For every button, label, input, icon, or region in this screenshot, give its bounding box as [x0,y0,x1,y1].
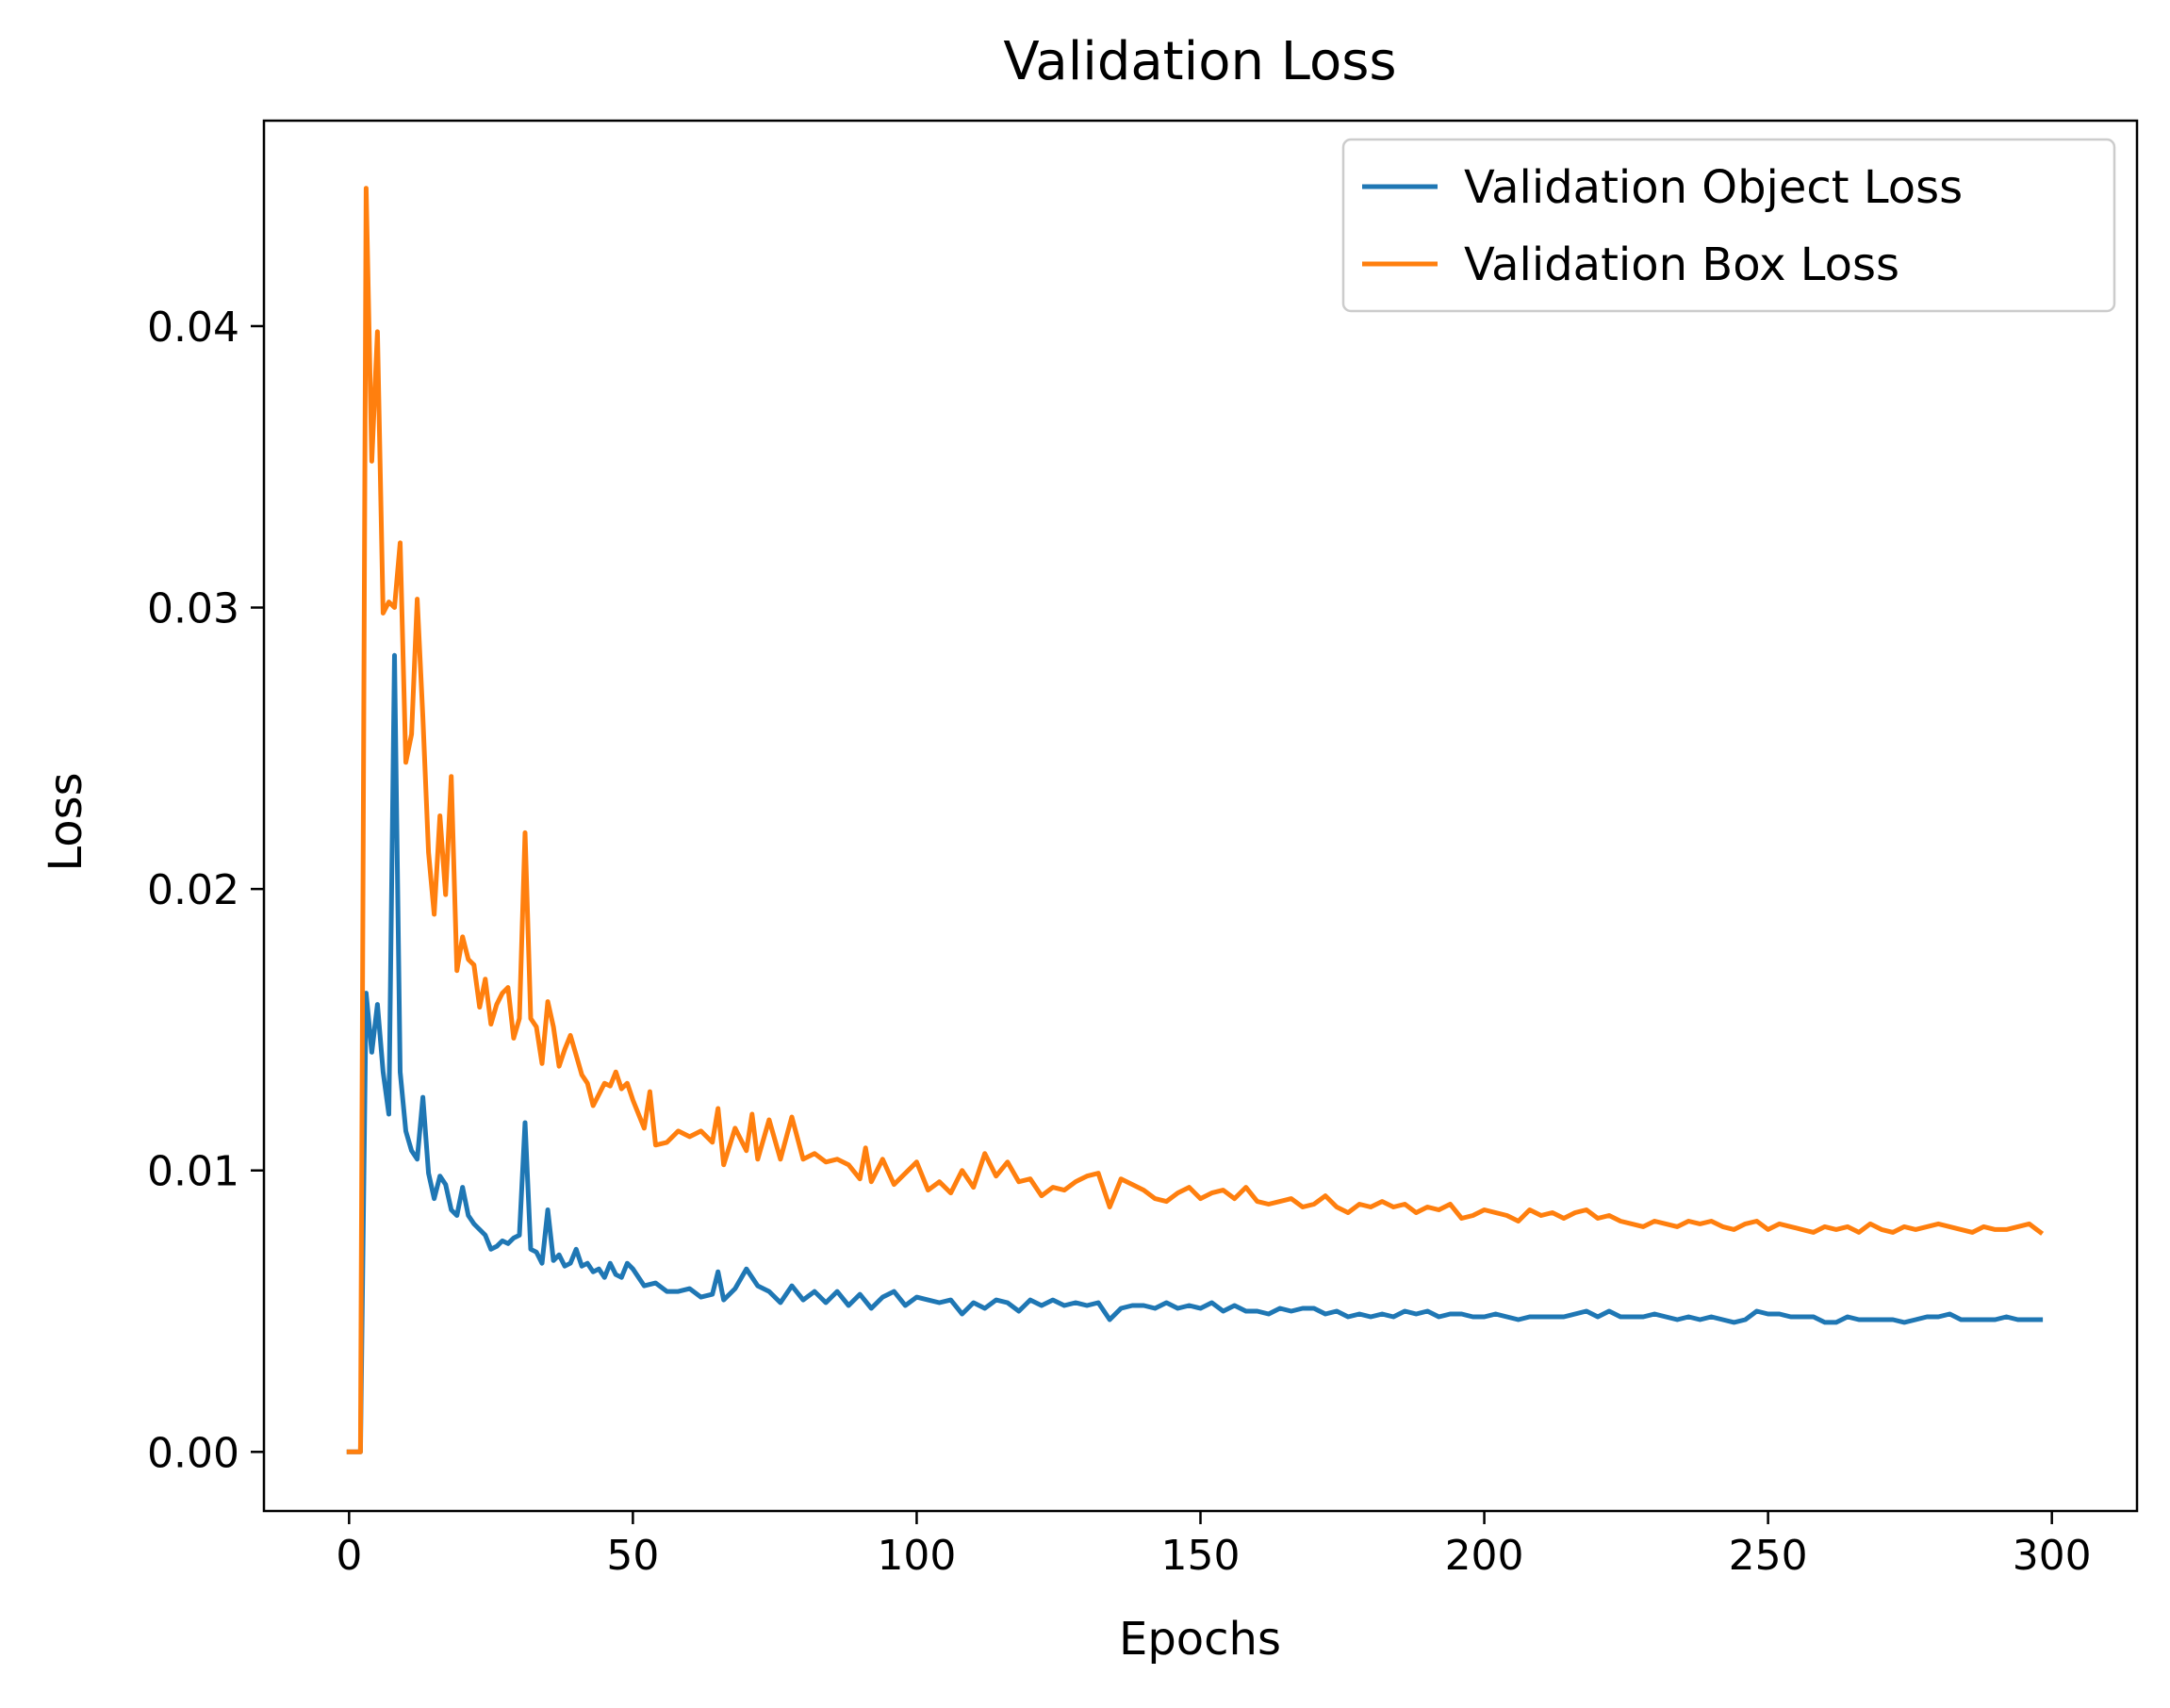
x-tick-label: 50 [606,1532,659,1580]
legend: Validation Object Loss Validation Box Los… [1341,138,2116,313]
legend-box [1341,138,2116,313]
y-tick-label: 0.02 [147,866,239,914]
y-tick-label: 0.04 [147,304,239,352]
legend-label-2: Validation Box Loss [1464,238,1899,291]
chart-title: Validation Loss [1003,31,1396,92]
y-axis-label: Loss [40,772,92,871]
series-line-1 [346,652,2044,1454]
x-axis-label: Epochs [1119,1613,1281,1666]
y-tick-label: 0.00 [147,1429,239,1477]
y-tick-label: 0.01 [147,1148,239,1196]
x-tick-label: 150 [1161,1532,1241,1580]
x-tick-label: 0 [336,1532,362,1580]
y-tick-label: 0.03 [147,585,239,633]
series-line-2 [346,186,2045,1454]
x-tick-label: 250 [1729,1532,1808,1580]
x-tick-label: 300 [2013,1532,2092,1580]
legend-label-1: Validation Object Loss [1464,161,1963,214]
x-tick-label: 100 [877,1532,956,1580]
x-tick-label: 200 [1445,1532,1524,1580]
plot-area: 0 50 100 150 200 250 300 0.00 0.01 0.02 0.03 0.04 [147,119,2139,1580]
